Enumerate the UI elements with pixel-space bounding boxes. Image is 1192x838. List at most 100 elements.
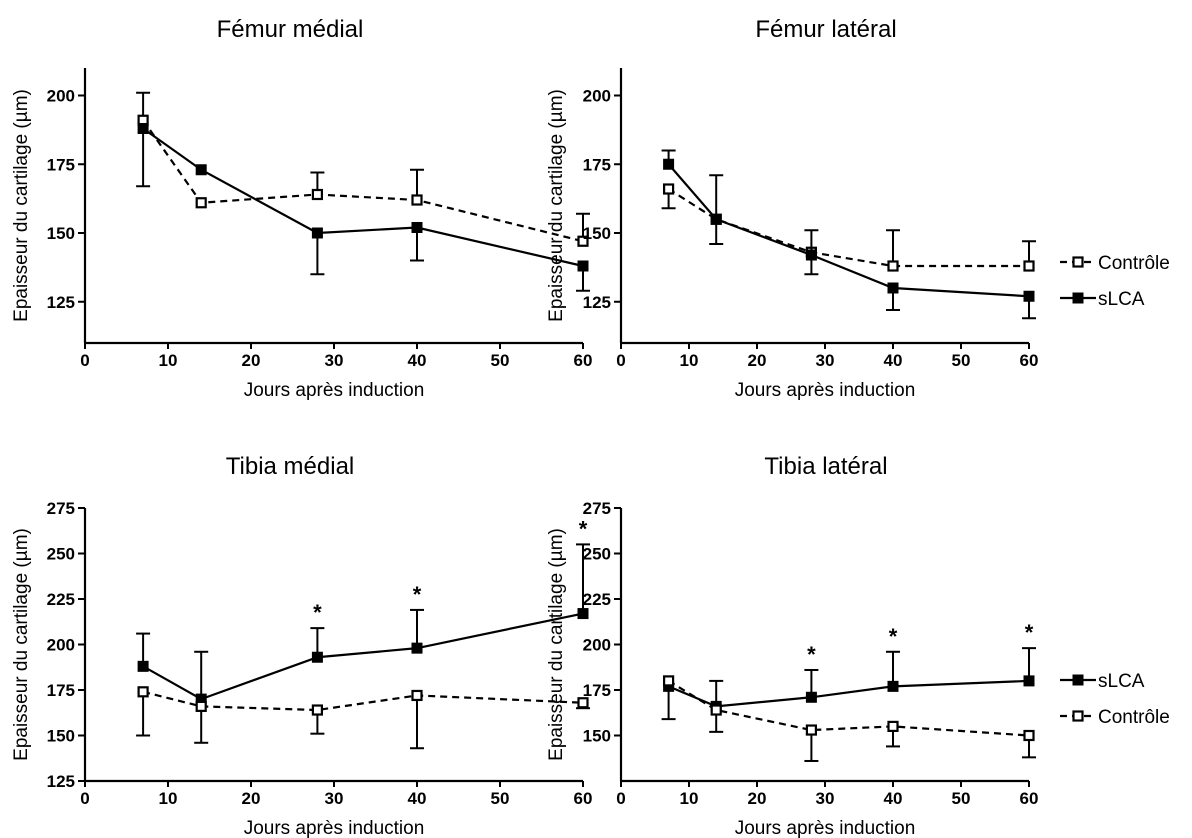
chart-title: Tibia médial <box>226 453 355 480</box>
legend-marker <box>1072 256 1084 268</box>
legend-marker <box>1072 674 1084 686</box>
data-point <box>411 222 423 233</box>
legend-item: sLCA <box>1060 671 1145 692</box>
series-line <box>667 163 1030 298</box>
x-tick-label: 60 <box>574 789 593 808</box>
data-point <box>137 686 149 698</box>
series-line <box>668 679 1030 737</box>
x-tick-label: 10 <box>680 789 699 808</box>
legend-tibia: sLCA Contrôle <box>1060 671 1170 728</box>
y-tick-label: 175 <box>583 681 611 700</box>
x-tick-label: 30 <box>325 789 344 808</box>
series-line <box>668 679 1030 708</box>
x-tick-label: 40 <box>408 351 427 370</box>
y-axis-label: Epaisseur du cartilage (µm) <box>546 528 567 761</box>
x-tick-label: 30 <box>816 789 835 808</box>
x-tick-label: 20 <box>748 351 767 370</box>
series-line <box>142 127 584 268</box>
x-axis-label: Jours après induction <box>244 380 425 401</box>
data-point <box>662 183 675 195</box>
data-point <box>710 704 722 716</box>
x-tick-label: 40 <box>884 351 903 370</box>
y-tick-label: 175 <box>583 155 611 174</box>
x-tick-label: 50 <box>491 789 510 808</box>
data-point <box>137 123 149 134</box>
significance-star: * <box>807 642 816 667</box>
series-slca <box>661 149 1036 320</box>
data-point <box>1023 675 1035 687</box>
legend-femur: Contrôle sLCA <box>1060 253 1170 310</box>
y-tick-label: 200 <box>583 636 611 655</box>
chart-femur-medial: Fémur médial 0 10 20 30 40 50 60 125 150 175 200 Jou… <box>11 16 592 401</box>
y-tick-label: 175 <box>47 155 75 174</box>
significance-star: * <box>579 516 588 541</box>
significance-star: * <box>1025 620 1034 645</box>
series-controle <box>661 183 1036 272</box>
chart-tibia-lateral: Tibia latéral 0 10 20 30 40 50 60 150 175 200 225 25… <box>546 453 1038 838</box>
y-tick-label: 150 <box>47 224 75 243</box>
data-point <box>577 260 589 272</box>
y-tick-label: 150 <box>47 727 75 746</box>
data-point <box>1023 260 1035 272</box>
data-point <box>710 213 722 225</box>
x-tick-label: 50 <box>952 789 971 808</box>
series-controle <box>662 675 1036 762</box>
y-tick-label: 150 <box>583 727 611 746</box>
x-axis-label: Jours après induction <box>735 818 916 838</box>
y-tick-label: 275 <box>583 499 611 518</box>
data-point <box>311 188 323 201</box>
legend-marker <box>1072 292 1084 304</box>
data-point <box>311 704 323 716</box>
y-tick-label: 150 <box>583 224 611 243</box>
x-tick-label: 0 <box>616 351 625 370</box>
series-controle <box>136 91 590 247</box>
legend-item: Contrôle <box>1060 707 1170 728</box>
y-tick-label: 200 <box>47 87 75 106</box>
chart-femur-lateral: Fémur latéral 0 10 20 30 40 50 60 125 150 175 200 Jo… <box>546 16 1038 401</box>
x-tick-label: 0 <box>80 789 89 808</box>
data-point <box>887 680 899 692</box>
x-tick-label: 50 <box>491 351 510 370</box>
data-point <box>577 697 589 709</box>
legend-item: Contrôle <box>1060 253 1170 274</box>
data-point <box>195 164 207 176</box>
y-tick-label: 225 <box>47 590 75 609</box>
x-axis-label: Jours après induction <box>244 818 425 838</box>
x-tick-label: 20 <box>242 351 261 370</box>
legend-marker <box>1072 710 1084 722</box>
data-point <box>805 691 817 703</box>
y-tick-label: 250 <box>583 545 611 564</box>
x-tick-label: 20 <box>748 789 767 808</box>
y-tick-label: 250 <box>47 545 75 564</box>
series-line <box>142 612 584 701</box>
y-tick-label: 125 <box>47 293 75 312</box>
legend-label: sLCA <box>1098 289 1145 310</box>
data-point <box>805 724 818 736</box>
x-tick-label: 50 <box>952 351 971 370</box>
series-line <box>142 690 584 712</box>
significance-star: * <box>313 600 322 625</box>
data-point <box>411 194 423 206</box>
y-tick-label: 175 <box>47 681 75 700</box>
x-tick-label: 40 <box>408 789 427 808</box>
chart-title: Fémur latéral <box>755 16 896 43</box>
x-tick-label: 20 <box>242 789 261 808</box>
series-line <box>142 119 584 243</box>
legend-label: Contrôle <box>1098 253 1170 274</box>
y-tick-label: 225 <box>583 590 611 609</box>
chart-title: Tibia latéral <box>764 453 887 480</box>
x-tick-label: 10 <box>680 351 699 370</box>
significance-star: * <box>413 582 422 607</box>
x-tick-label: 60 <box>574 351 593 370</box>
x-tick-label: 30 <box>816 351 835 370</box>
data-point <box>195 693 207 705</box>
y-tick-label: 200 <box>583 87 611 106</box>
legend-item: sLCA <box>1060 289 1145 310</box>
data-point <box>663 158 675 170</box>
chart-title: Fémur médial <box>217 16 364 43</box>
series-slca <box>136 543 590 705</box>
data-point <box>1023 729 1035 742</box>
data-point <box>311 651 323 663</box>
legend-label: Contrôle <box>1098 707 1170 728</box>
